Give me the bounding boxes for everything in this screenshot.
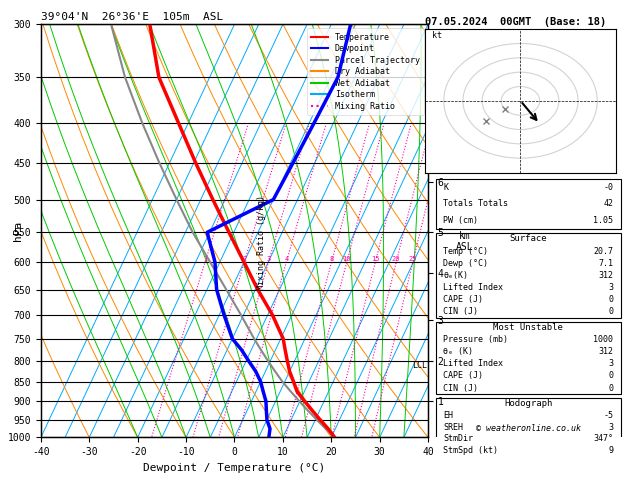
Text: Totals Totals: Totals Totals [443,199,508,208]
Text: 8: 8 [330,256,333,262]
Text: 0: 0 [608,371,613,381]
Text: 9: 9 [608,446,613,455]
Text: CIN (J): CIN (J) [443,383,478,393]
Text: Lifted Index: Lifted Index [443,360,503,368]
Text: kt: kt [432,31,442,40]
Text: Dewp (°C): Dewp (°C) [443,259,488,268]
Text: 25: 25 [409,256,417,262]
Text: © weatheronline.co.uk: © weatheronline.co.uk [476,424,581,434]
Text: 347°: 347° [593,434,613,443]
Text: -5: -5 [603,411,613,420]
Text: 3: 3 [608,283,613,292]
X-axis label: Dewpoint / Temperature (°C): Dewpoint / Temperature (°C) [143,463,326,473]
Text: 4: 4 [284,256,289,262]
Text: Lifted Index: Lifted Index [443,283,503,292]
Text: 15: 15 [371,256,379,262]
Text: 7.1: 7.1 [598,259,613,268]
Text: K: K [443,183,448,192]
Text: CAPE (J): CAPE (J) [443,295,483,304]
Text: Pressure (mb): Pressure (mb) [443,335,508,344]
Text: Hodograph: Hodograph [504,399,552,408]
Text: θₑ(K): θₑ(K) [443,271,468,280]
Text: 312: 312 [598,347,613,356]
Text: 1000: 1000 [593,335,613,344]
Text: LCL: LCL [412,361,427,369]
Text: 1: 1 [203,256,207,262]
Text: CAPE (J): CAPE (J) [443,371,483,381]
Text: Mixing Ratio (g/kg): Mixing Ratio (g/kg) [257,195,265,291]
Text: EH: EH [443,411,454,420]
Text: 39°04'N  26°36'E  105m  ASL: 39°04'N 26°36'E 105m ASL [41,12,223,22]
Text: 07.05.2024  00GMT  (Base: 18): 07.05.2024 00GMT (Base: 18) [425,17,606,27]
Bar [436,233,621,318]
Text: hPa: hPa [13,221,23,241]
Text: 20: 20 [392,256,401,262]
Text: StmDir: StmDir [443,434,473,443]
Bar [436,322,621,394]
Text: 0: 0 [608,307,613,316]
Text: 2: 2 [242,256,247,262]
Text: 20.7: 20.7 [593,246,613,256]
Y-axis label: km
ASL: km ASL [455,231,473,252]
Text: 42: 42 [603,199,613,208]
Text: 0: 0 [608,383,613,393]
Text: θₑ (K): θₑ (K) [443,347,473,356]
Text: 1.05: 1.05 [593,216,613,225]
Text: 3: 3 [266,256,270,262]
Text: CIN (J): CIN (J) [443,307,478,316]
Text: 3: 3 [608,422,613,432]
Text: PW (cm): PW (cm) [443,216,478,225]
Bar [436,179,621,229]
Text: Temp (°C): Temp (°C) [443,246,488,256]
Text: 10: 10 [343,256,351,262]
Text: -0: -0 [603,183,613,192]
Text: 312: 312 [598,271,613,280]
Bar [436,398,621,456]
Text: SREH: SREH [443,422,464,432]
Text: 0: 0 [608,295,613,304]
Legend: Temperature, Dewpoint, Parcel Trajectory, Dry Adiabat, Wet Adiabat, Isotherm, Mi: Temperature, Dewpoint, Parcel Trajectory… [307,29,424,115]
Text: 3: 3 [608,360,613,368]
Text: Surface: Surface [509,234,547,243]
Text: StmSpd (kt): StmSpd (kt) [443,446,498,455]
Text: Most Unstable: Most Unstable [493,323,563,332]
